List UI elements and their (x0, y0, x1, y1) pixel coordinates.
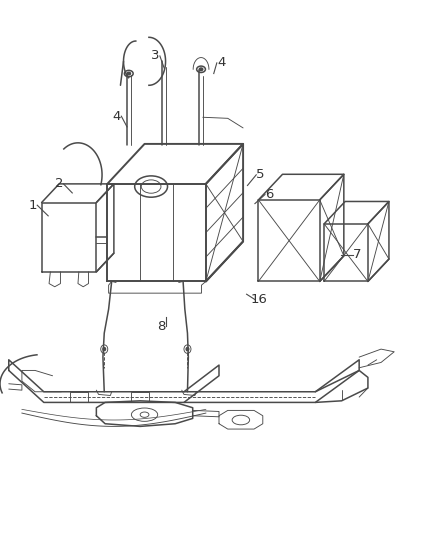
Text: 3: 3 (151, 50, 160, 62)
Text: 4: 4 (113, 110, 121, 123)
Circle shape (103, 348, 106, 351)
Text: 16: 16 (251, 293, 268, 306)
Ellipse shape (127, 72, 131, 75)
Ellipse shape (199, 68, 203, 70)
Text: 7: 7 (353, 248, 361, 261)
Text: 1: 1 (28, 199, 37, 212)
Text: 2: 2 (55, 177, 64, 190)
Circle shape (186, 348, 189, 351)
Text: 6: 6 (265, 188, 274, 201)
Text: 5: 5 (256, 168, 265, 181)
Text: 4: 4 (217, 56, 226, 69)
Text: 8: 8 (157, 320, 166, 333)
